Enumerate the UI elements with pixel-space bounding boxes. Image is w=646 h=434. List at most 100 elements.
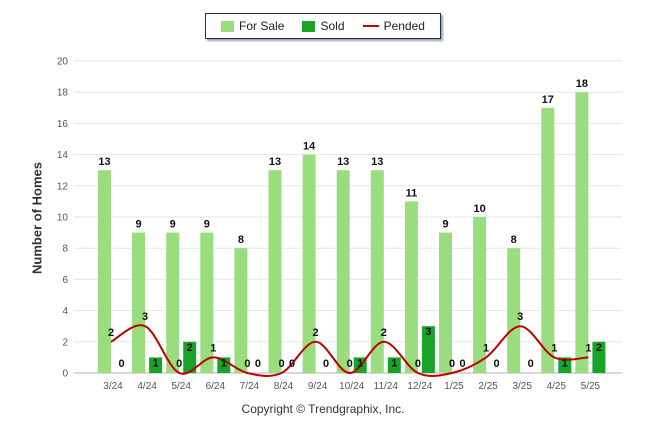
pended-line	[110, 324, 589, 377]
bar-for-sale[interactable]	[234, 248, 248, 373]
label-for-sale: 10	[473, 203, 485, 215]
label-for-sale: 9	[442, 219, 448, 231]
copyright-text: Copyright © Trendgraphix, Inc.	[241, 402, 405, 416]
y-tick-label: 10	[57, 213, 69, 224]
label-pended: 0	[278, 358, 284, 370]
legend-item-sold[interactable]: Sold	[302, 19, 345, 33]
line-pended[interactable]	[110, 324, 589, 377]
bar-for-sale[interactable]	[507, 248, 521, 373]
bar-for-sale[interactable]	[302, 154, 316, 373]
label-sold: 1	[357, 357, 363, 369]
label-for-sale: 11	[406, 187, 418, 199]
legend-item-pended[interactable]: Pended	[362, 19, 425, 33]
label-for-sale: 13	[269, 156, 281, 168]
bar-for-sale[interactable]	[575, 92, 589, 373]
legend-swatch-for-sale	[221, 20, 235, 32]
y-tick-label: 18	[57, 88, 69, 99]
label-for-sale: 13	[337, 156, 349, 168]
label-pended: 0	[176, 358, 182, 370]
label-pended: 3	[142, 311, 148, 323]
label-pended: 1	[585, 342, 591, 354]
bar-sold[interactable]	[387, 357, 401, 373]
label-sold: 0	[323, 358, 329, 370]
label-for-sale: 8	[511, 234, 517, 246]
label-for-sale: 9	[170, 219, 176, 231]
label-sold: 0	[255, 358, 261, 370]
bar-for-sale[interactable]	[268, 170, 282, 373]
label-pended: 1	[551, 342, 557, 354]
x-tick-label: 11/24	[374, 381, 399, 392]
y-tick-label: 8	[62, 244, 68, 255]
x-tick-label: 4/24	[137, 381, 157, 392]
x-tick-label: 3/24	[103, 381, 123, 392]
x-axis: 3/24 4/24 5/24 6/24 7/24 8/24 9/24 10/24 11/24 12…	[103, 381, 600, 392]
bar-for-sale[interactable]	[132, 232, 146, 373]
bar-for-sale[interactable]	[200, 232, 214, 373]
bar-for-sale[interactable]	[404, 201, 418, 373]
label-sold: 0	[289, 358, 295, 370]
bars	[98, 92, 606, 374]
label-pended: 2	[381, 327, 387, 339]
legend-label-pended: Pended	[383, 19, 425, 33]
label-pended: 0	[347, 358, 353, 370]
x-tick-label: 1/25	[444, 381, 464, 392]
label-pended: 0	[244, 358, 250, 370]
label-for-sale: 9	[136, 219, 142, 231]
legend: For Sale Sold Pended	[205, 13, 441, 39]
bar-sold[interactable]	[558, 357, 572, 373]
label-pended: 2	[313, 327, 319, 339]
bar-for-sale[interactable]	[336, 170, 350, 373]
label-sold: 0	[528, 358, 534, 370]
label-pended: 3	[517, 311, 523, 323]
x-tick-label: 10/24	[339, 381, 364, 392]
x-tick-label: 7/24	[240, 381, 260, 392]
legend-swatch-sold	[302, 20, 316, 32]
x-tick-label: 5/25	[581, 381, 601, 392]
x-tick-label: 2/25	[478, 381, 498, 392]
legend-item-for-sale[interactable]: For Sale	[221, 19, 284, 33]
y-tick-label: 14	[57, 150, 69, 161]
label-for-sale: 9	[204, 219, 210, 231]
bar-for-sale[interactable]	[541, 107, 555, 374]
x-tick-label: 5/24	[171, 381, 191, 392]
legend-swatch-pended	[362, 25, 379, 27]
label-for-sale: 14	[303, 141, 316, 153]
bar-sold[interactable]	[592, 341, 606, 373]
label-sold: 0	[118, 358, 124, 370]
x-tick-label: 9/24	[308, 381, 328, 392]
label-sold: 2	[187, 342, 193, 354]
label-sold: 1	[221, 357, 227, 369]
bar-for-sale[interactable]	[439, 232, 452, 373]
x-tick-label: 8/24	[274, 381, 294, 392]
label-sold: 0	[494, 358, 500, 370]
label-sold: 1	[391, 357, 397, 369]
label-pended: 1	[210, 342, 216, 354]
y-tick-label: 6	[62, 275, 68, 286]
bar-sold[interactable]	[183, 341, 197, 373]
x-tick-label: 12/24	[407, 381, 432, 392]
y-tick-label: 2	[62, 337, 68, 348]
label-for-sale: 17	[542, 94, 554, 106]
bar-for-sale[interactable]	[473, 217, 487, 373]
label-sold: 2	[596, 342, 602, 354]
label-pended: 2	[108, 327, 114, 339]
label-for-sale: 13	[98, 156, 110, 168]
y-axis-title: Number of Homes	[29, 162, 45, 274]
legend-label-sold: Sold	[320, 19, 345, 33]
label-sold: 3	[425, 326, 431, 338]
label-for-sale: 18	[576, 78, 588, 90]
label-for-sale: 13	[371, 156, 383, 168]
label-sold: 1	[562, 357, 568, 369]
x-tick-label: 6/24	[206, 381, 226, 392]
x-tick-label: 3/25	[512, 381, 532, 392]
label-for-sale: 8	[238, 234, 244, 246]
bar-for-sale[interactable]	[98, 170, 111, 373]
label-pended: 1	[483, 342, 489, 354]
bar-for-sale[interactable]	[166, 232, 180, 373]
bar-sold[interactable]	[149, 357, 163, 373]
y-axis: 0 2 4 6 8 10 12 14 16 18 20	[57, 57, 69, 380]
bar-for-sale[interactable]	[370, 170, 384, 373]
label-pended: 0	[449, 358, 455, 370]
bar-sold[interactable]	[421, 326, 435, 373]
